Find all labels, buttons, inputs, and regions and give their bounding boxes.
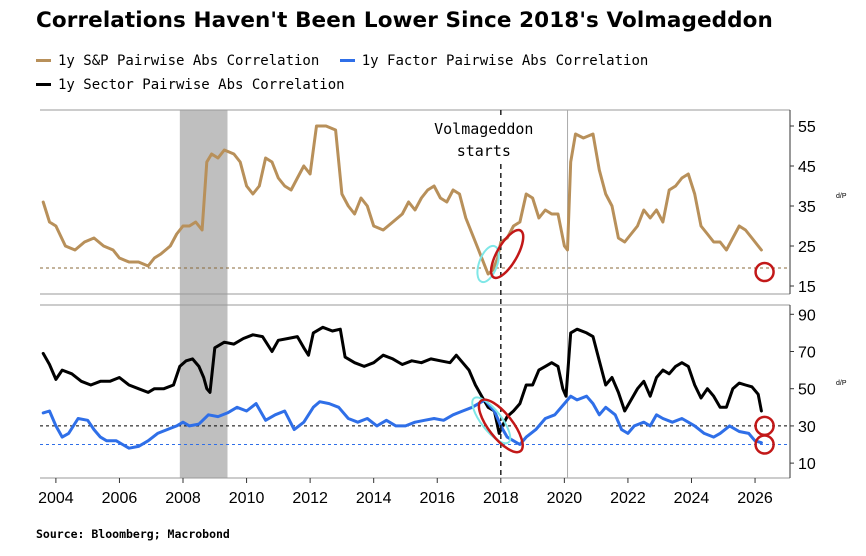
xtick-label: 2024 [674, 490, 710, 507]
bottom-ytick-label: 30 [798, 419, 816, 436]
annotation-line-1: Volmageddon [434, 120, 533, 138]
legend-row-2: 1y Sector Pairwise Abs Correlation [36, 74, 357, 93]
source-note: Source: Bloomberg; Macrobond [36, 527, 230, 541]
legend-swatch-factor [339, 59, 355, 62]
xtick-label: 2016 [419, 490, 455, 507]
xtick-label: 2006 [102, 490, 138, 507]
series-line-factor [41, 394, 763, 450]
legend-row-1: 1y S&P Pairwise Abs Correlation 1y Facto… [36, 50, 660, 69]
sp-end-red-circle [754, 261, 775, 283]
bottom-ytick-label: 90 [798, 307, 816, 324]
top-ytick-label: 45 [798, 159, 816, 176]
series-line-sector [41, 325, 763, 435]
sp-2018-cyan-ellipse [476, 244, 500, 284]
factor-end-red-circle [754, 434, 775, 455]
sp-2018-red-ellipse [489, 228, 525, 280]
bottom-ytick-label: 70 [798, 345, 816, 362]
annotation-background [422, 118, 543, 162]
top-ytick-label: 15 [798, 279, 816, 296]
legend-item-sector: 1y Sector Pairwise Abs Correlation [36, 77, 345, 93]
legend-label-sector: 1y Sector Pairwise Abs Correlation [58, 76, 345, 93]
legend-label-factor: 1y Factor Pairwise Abs Correlation [361, 52, 649, 69]
xtick-label: 2012 [292, 490, 328, 507]
legend-swatch-sector [36, 83, 51, 86]
xtick-label: 2018 [483, 490, 519, 507]
legend-item-factor: 1y Factor Pairwise Abs Correlation [339, 52, 649, 69]
sector-end-red-circle [754, 415, 775, 437]
top-ytick-label: 55 [798, 119, 816, 136]
bottom-unit-label: d/P [836, 380, 847, 387]
xtick-label: 2014 [356, 490, 392, 507]
bottom-2018-red-ellipse [477, 398, 524, 454]
xtick-label: 2010 [229, 490, 265, 507]
legend-item-sp: 1y S&P Pairwise Abs Correlation [36, 53, 319, 69]
legend-swatch-sp [36, 59, 51, 62]
bottom-2018-cyan-ellipse [471, 396, 512, 445]
top-unit-label: d/P [836, 193, 847, 200]
xtick-label: 2020 [547, 490, 583, 507]
xtick-label: 2026 [737, 490, 773, 507]
xtick-label: 2022 [610, 490, 646, 507]
annotation-line-2: starts [457, 142, 511, 160]
xtick-label: 2004 [38, 490, 74, 507]
series-line-sp [41, 124, 763, 276]
bottom-ytick-label: 50 [798, 382, 816, 399]
chart-title: Correlations Haven't Been Lower Since 20… [36, 8, 773, 33]
top-ytick-label: 25 [798, 239, 816, 256]
bottom-ytick-label: 10 [798, 456, 816, 473]
legend-label-sp: 1y S&P Pairwise Abs Correlation [58, 52, 320, 69]
xtick-label: 2008 [165, 490, 201, 507]
top-ytick-label: 35 [798, 199, 816, 216]
